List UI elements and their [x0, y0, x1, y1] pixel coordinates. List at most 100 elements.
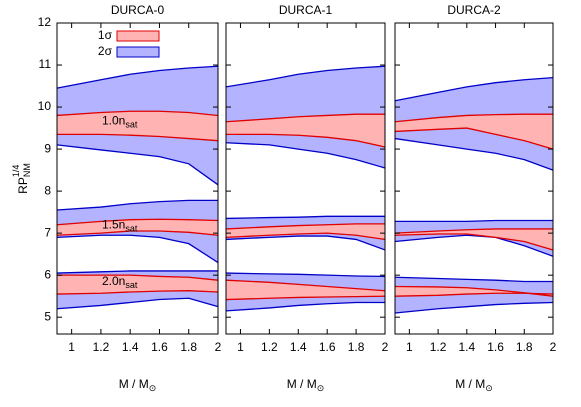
x-tick-label: 1.4	[122, 340, 139, 354]
y-tick-label: 12	[38, 15, 52, 29]
y-tick-label: 9	[44, 141, 51, 155]
plot-frame	[225, 22, 386, 335]
band-fill	[57, 111, 218, 141]
x-tick-label: 1.2	[261, 340, 278, 354]
legend-swatch	[116, 30, 160, 42]
x-axis-label-text: M / M	[119, 377, 149, 391]
x-tick-label: 2	[550, 340, 557, 354]
x-axis-label-text: M / M	[455, 377, 485, 391]
band-lower	[56, 290, 219, 295]
band-lower	[57, 133, 219, 142]
x-axis-label-sub: ⊙	[485, 383, 493, 393]
band-annotation-text: 1.5n	[102, 217, 125, 231]
band-upper	[225, 272, 386, 278]
band-annotation-sub: sat	[125, 224, 138, 234]
legend-swatch	[116, 46, 160, 58]
y-axis-label-text: RP	[16, 177, 30, 194]
x-tick-label: 1.8	[516, 340, 533, 354]
band-upper	[56, 270, 218, 274]
panel-title: DURCA-1	[279, 3, 333, 17]
band-upper	[225, 279, 386, 292]
y-axis-label-sub: NM	[22, 163, 32, 177]
x-tick-label: 1	[406, 340, 413, 354]
x-tick-label: 1.8	[180, 340, 197, 354]
plot-frame	[56, 22, 219, 335]
band-fill	[57, 275, 218, 295]
band-upper	[395, 219, 553, 223]
legend-label: 2σ	[98, 44, 113, 58]
x-tick-label: 2	[215, 340, 222, 354]
band-upper	[394, 228, 553, 234]
band-fill	[395, 277, 553, 313]
panel-title: DURCA-2	[447, 3, 501, 17]
band-lower	[394, 127, 554, 150]
band-upper	[225, 113, 385, 123]
x-tick-label: 1.8	[348, 340, 365, 354]
panel-title: DURCA-0	[111, 3, 165, 17]
band-lower	[56, 144, 219, 186]
band-annotation-sub: sat	[125, 120, 138, 130]
legend-label: 1σ	[98, 28, 113, 42]
band-lower	[225, 301, 385, 312]
band-annotation: 1.5nsat	[102, 217, 138, 233]
band-annotation-text: 1.0n	[102, 114, 125, 128]
band-lower	[226, 133, 386, 148]
plot-frame	[394, 22, 554, 335]
band-lower	[225, 142, 386, 169]
x-axis-label-text: M / M	[287, 377, 317, 391]
y-axis-label: RPNM1/4	[11, 163, 32, 194]
band-lower	[56, 230, 219, 236]
band-lower	[56, 234, 219, 264]
y-tick-label: 7	[44, 225, 51, 239]
band-upper	[225, 65, 386, 88]
y-tick-label: 11	[39, 57, 52, 71]
band-upper	[394, 113, 553, 123]
x-axis-label-sub: ⊙	[149, 383, 157, 393]
y-tick-label: 5	[44, 309, 51, 323]
band-upper	[394, 276, 553, 283]
band-upper	[225, 215, 385, 220]
y-axis-label-sup: 1/4	[11, 165, 21, 178]
band-annotation: 2.0nsat	[102, 274, 138, 290]
band-annotation-text: 2.0n	[102, 274, 125, 288]
x-tick-label: 1	[237, 340, 244, 354]
band-lower	[225, 295, 386, 301]
x-tick-label: 1	[68, 340, 75, 354]
x-tick-label: 1.2	[430, 340, 447, 354]
x-axis-label: M / M⊙	[287, 377, 325, 393]
y-tick-label: 8	[44, 183, 51, 197]
x-axis-label-sub: ⊙	[317, 383, 325, 393]
x-axis-label: M / M⊙	[455, 377, 493, 393]
band-upper	[56, 110, 219, 117]
y-tick-label: 6	[44, 267, 51, 281]
x-tick-label: 1.6	[319, 340, 336, 354]
band-lower	[56, 297, 219, 310]
x-tick-label: 1.4	[458, 340, 475, 354]
band-lower	[394, 292, 554, 297]
band-upper	[225, 223, 385, 230]
band-fill	[395, 228, 553, 250]
x-tick-label: 2	[382, 340, 389, 354]
band-fill	[395, 286, 553, 297]
y-tick-label: 10	[38, 99, 52, 113]
band-fill	[395, 114, 553, 150]
band-lower	[394, 233, 554, 251]
band-upper	[56, 199, 218, 211]
x-tick-label: 1.4	[290, 340, 307, 354]
band-upper	[56, 65, 219, 89]
band-annotation: 1.0nsat	[102, 114, 138, 130]
x-tick-label: 1.6	[487, 340, 504, 354]
band-upper	[394, 76, 554, 102]
band-lower	[225, 235, 386, 251]
band-fill	[226, 280, 385, 300]
band-upper	[56, 218, 219, 226]
band-annotation-sub: sat	[125, 281, 138, 291]
x-tick-label: 1.2	[93, 340, 110, 354]
band-lower	[225, 232, 386, 241]
band-lower	[394, 301, 554, 314]
band-upper	[57, 274, 219, 281]
x-tick-label: 1.6	[151, 340, 168, 354]
band-fill	[226, 223, 385, 240]
x-axis-label: M / M⊙	[119, 377, 157, 393]
